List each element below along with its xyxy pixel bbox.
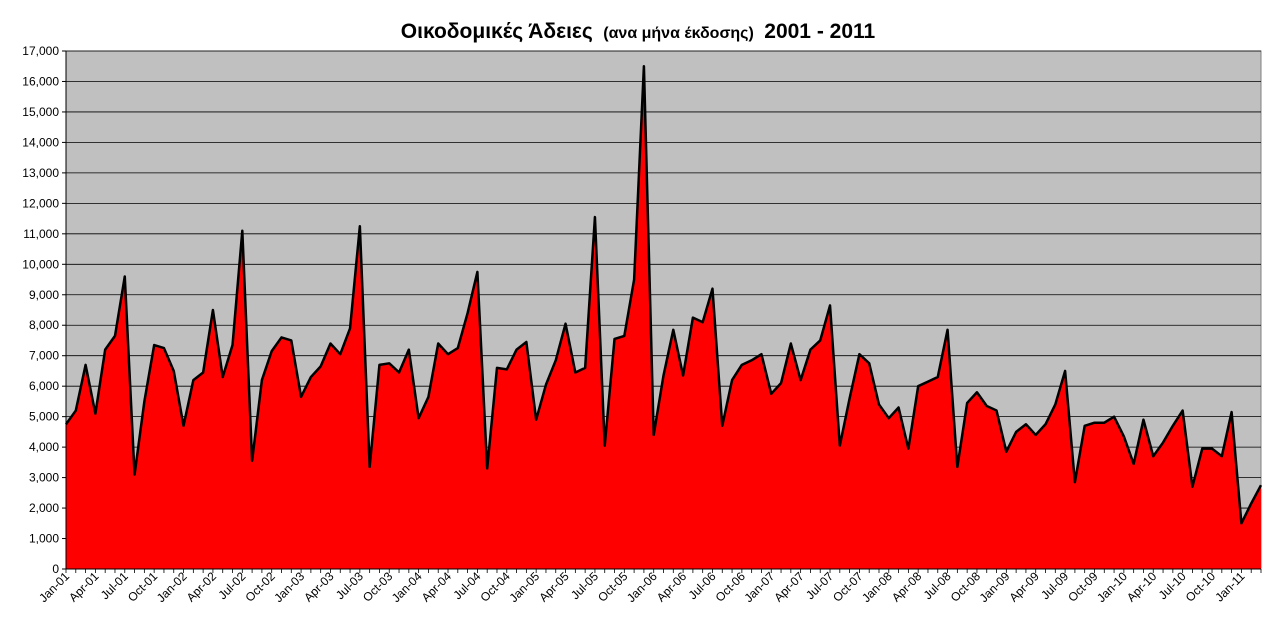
y-tick-label: 7,000 <box>29 349 59 363</box>
y-tick-label: 14,000 <box>22 135 59 149</box>
chart-title-main: Οικοδομικές Άδειες <box>401 20 593 43</box>
x-tick-label: Oct-09 <box>1065 569 1101 605</box>
area-series <box>66 66 1261 570</box>
x-tick-label: Apr-03 <box>301 569 337 605</box>
y-tick-label: 3,000 <box>29 471 59 485</box>
x-tick-label: Oct-04 <box>478 569 514 605</box>
y-tick-label: 9,000 <box>29 288 59 302</box>
x-axis: Jan-01Apr-01Jul-01Oct-01Jan-02Apr-02Jul-… <box>36 568 1262 605</box>
y-tick-label: 15,000 <box>22 105 59 119</box>
x-tick-label: Jan-06 <box>624 569 660 605</box>
y-tick-label: 6,000 <box>29 379 59 393</box>
x-tick-label: Jan-03 <box>271 569 307 605</box>
y-tick-label: 17,000 <box>22 44 59 58</box>
x-tick-label: Apr-07 <box>771 569 807 605</box>
x-tick-label: Jan-11 <box>1212 569 1247 604</box>
x-tick-label: Jan-08 <box>859 569 895 605</box>
x-tick-label: Apr-02 <box>184 569 220 605</box>
x-tick-label: Jan-10 <box>1094 569 1130 605</box>
x-tick-label: Apr-09 <box>1006 569 1042 605</box>
x-tick-label: Jan-05 <box>506 569 542 605</box>
x-tick-label: Oct-01 <box>125 569 161 605</box>
x-tick-label: Jan-02 <box>154 569 190 605</box>
y-tick-label: 10,000 <box>22 257 59 271</box>
chart-title: Οικοδομικές Άδειες (ανα μήνα έκδοσης) 20… <box>401 20 876 43</box>
y-tick-label: 12,000 <box>22 196 59 210</box>
x-tick-label: Apr-05 <box>536 569 572 605</box>
x-tick-label: Oct-02 <box>242 569 278 605</box>
y-tick-label: 16,000 <box>22 74 59 88</box>
x-tick-label: Oct-03 <box>360 569 396 605</box>
x-tick-label: Apr-01 <box>66 569 102 605</box>
x-tick-label: Oct-10 <box>1183 569 1219 605</box>
x-tick-label: Apr-06 <box>654 569 690 605</box>
x-tick-label: Apr-08 <box>889 569 925 605</box>
y-tick-label: 13,000 <box>22 166 59 180</box>
x-tick-label: Oct-08 <box>948 569 984 605</box>
x-tick-label: Oct-07 <box>830 569 866 605</box>
x-tick-label: Oct-05 <box>595 569 631 605</box>
x-tick-label: Apr-10 <box>1124 569 1160 605</box>
y-tick-label: 5,000 <box>29 410 59 424</box>
series-line <box>64 64 1263 525</box>
x-tick-label: Oct-06 <box>713 569 749 605</box>
x-tick-label: Jan-09 <box>977 569 1013 605</box>
y-tick-label: 8,000 <box>29 318 59 332</box>
y-axis: 0 1,000 2,000 3,000 4,000 5,000 6,000 7,000 8,00… <box>22 44 67 576</box>
x-tick-label: Apr-04 <box>419 569 455 605</box>
chart-title-sub: (ανα μήνα έκδοσης) <box>603 25 754 42</box>
y-tick-label: 11,000 <box>23 227 59 241</box>
x-tick-label: Jan-04 <box>389 569 425 605</box>
chart-title-years: 2001 - 2011 <box>764 20 875 43</box>
y-tick-label: 0 <box>52 562 59 576</box>
y-tick-label: 1,000 <box>29 532 59 546</box>
x-tick-label: Jan-07 <box>742 569 778 605</box>
y-tick-label: 2,000 <box>29 501 59 515</box>
y-tick-label: 4,000 <box>29 440 59 454</box>
